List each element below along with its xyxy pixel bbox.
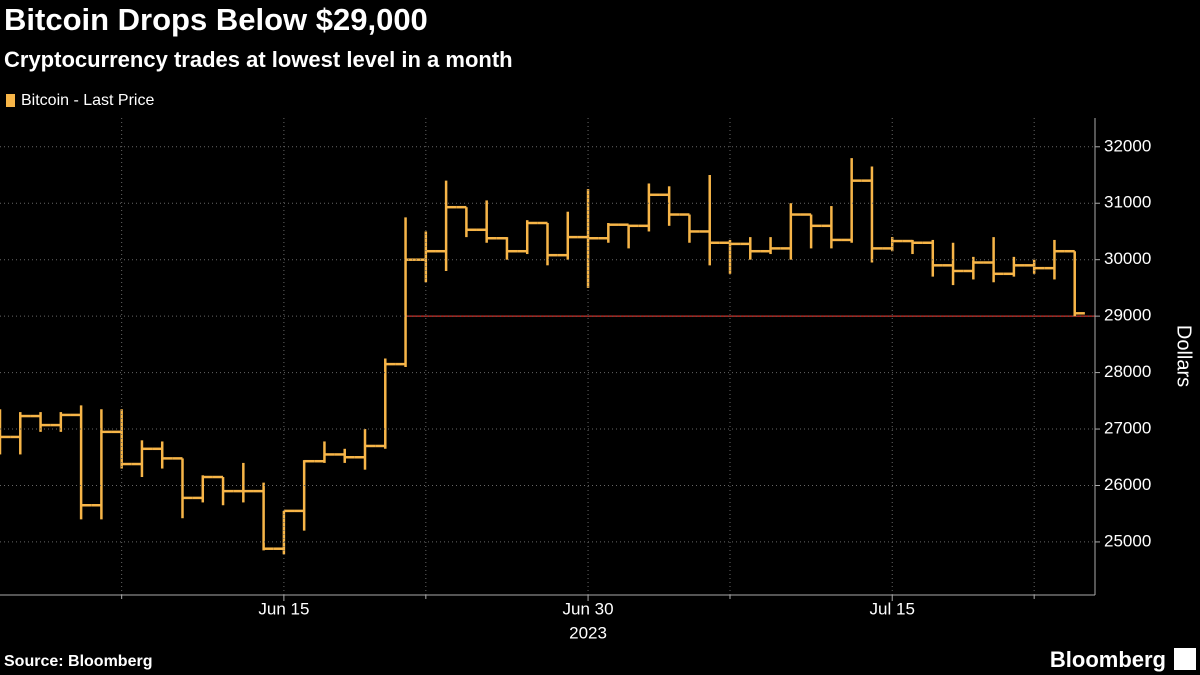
- brand-icon: [1174, 648, 1196, 670]
- x-tick-label: Jun 15: [258, 599, 309, 618]
- y-tick-label: 30000: [1104, 249, 1151, 268]
- y-tick-label: 28000: [1104, 362, 1151, 381]
- y-tick-label: 25000: [1104, 531, 1151, 550]
- source: Source: Bloomberg: [4, 653, 152, 670]
- y-tick-label: 27000: [1104, 419, 1151, 438]
- brand: Bloomberg: [1050, 647, 1166, 672]
- y-tick-label: 26000: [1104, 475, 1151, 494]
- x-tick-label: Jun 30: [563, 599, 614, 618]
- y-tick-label: 32000: [1104, 136, 1151, 155]
- plot-area: [0, 158, 1095, 555]
- legend-swatch: [6, 94, 15, 107]
- x-year-label: 2023: [569, 623, 607, 642]
- y-axis-label: Dollars: [1173, 325, 1195, 387]
- x-tick-label: Jul 15: [870, 599, 915, 618]
- chart-subtitle: Cryptocurrency trades at lowest level in…: [4, 47, 513, 72]
- y-tick-label: 29000: [1104, 306, 1151, 325]
- chart-title: Bitcoin Drops Below $29,000: [4, 2, 428, 37]
- legend-label: Bitcoin - Last Price: [21, 92, 154, 109]
- y-tick-label: 31000: [1104, 193, 1151, 212]
